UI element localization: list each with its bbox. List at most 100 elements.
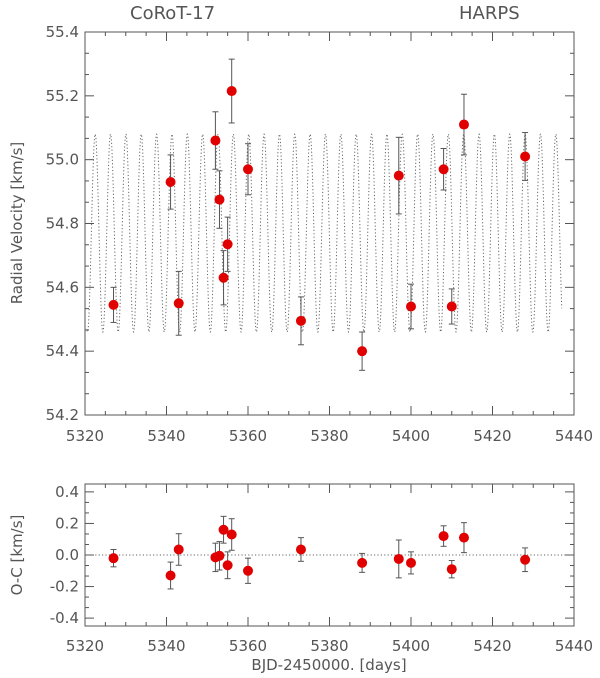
y-tick-label: 0.0 (55, 546, 79, 564)
rv-panel: CoRoT-17 HARPS 5320 5340 5360 5380 5400 5420 5… (8, 3, 593, 445)
residual-marker (214, 550, 225, 561)
rv-data-point (243, 143, 253, 196)
rv-data-point (214, 170, 225, 229)
y-tick-label: 0.4 (55, 483, 79, 501)
residual-data-point (214, 541, 225, 571)
rv-plot-frame (84, 31, 575, 416)
rv-data-point (446, 288, 457, 325)
y-tick-label: 54.4 (46, 342, 79, 360)
rv-data-point (165, 154, 176, 210)
residual-marker (458, 532, 469, 543)
rv-data-point (173, 270, 184, 336)
y-tick-label: 55.4 (46, 23, 79, 41)
instrument-label: HARPS (459, 3, 520, 24)
x-tick-label: 5440 (555, 427, 593, 445)
x-tick-label: 5420 (473, 637, 511, 655)
residual-data-point (222, 551, 233, 580)
rv-marker (458, 119, 469, 130)
rv-marker (165, 177, 176, 188)
residual-data-point (458, 522, 469, 554)
rv-marker (226, 86, 237, 97)
residuals-panel: 5320 5340 5360 5380 5400 5420 5440 -0.4 -0.2 0.0 0… (8, 483, 593, 674)
residual-data-point (165, 561, 176, 590)
residual-marker (520, 554, 531, 565)
rv-data-point (520, 132, 531, 181)
y-tick-label: 55.2 (46, 87, 79, 105)
rv-axis-ticks: 5320 5340 5360 5380 5400 5420 5440 54.2 54.4 54.6… (46, 23, 594, 445)
residual-marker (243, 565, 253, 576)
rv-data-point (108, 286, 119, 323)
rv-marker (393, 170, 404, 181)
residual-marker (357, 557, 368, 568)
rv-data-point (406, 283, 416, 330)
rv-marker (108, 299, 119, 310)
rv-data-point (438, 147, 449, 191)
residual-marker (218, 524, 229, 535)
rv-marker (295, 315, 306, 326)
x-tick-label: 5440 (555, 637, 593, 655)
rv-marker (173, 298, 184, 309)
rv-data-point (295, 296, 306, 346)
target-name-label: CoRoT-17 (130, 3, 215, 24)
residual-data-point (438, 525, 449, 547)
residual-marker (222, 560, 233, 571)
residual-axis-ticks: 5320 5340 5360 5380 5400 5420 5440 -0.4 -0.2 0.0 0… (50, 483, 593, 655)
x-tick-label: 5400 (392, 427, 430, 445)
residual-marker (165, 570, 176, 581)
y-tick-label: 54.2 (46, 406, 79, 424)
y-tick-label: -0.4 (50, 609, 79, 627)
residual-marker (446, 564, 457, 575)
rv-data-point (222, 216, 233, 272)
rv-marker (218, 272, 229, 283)
x-tick-label: 5420 (473, 427, 511, 445)
residual-marker (438, 531, 449, 542)
y-tick-label: 0.2 (55, 514, 79, 532)
y-tick-label: 54.8 (46, 215, 79, 233)
residual-data-points (108, 515, 531, 590)
x-tick-label: 5360 (229, 427, 267, 445)
rv-data-point (357, 331, 368, 371)
x-tick-label: 5400 (392, 637, 430, 655)
rv-marker (357, 346, 368, 357)
rv-y-axis-title: Radial Velocity [km/s] (8, 142, 26, 305)
rv-marker (210, 135, 221, 146)
y-tick-label: 54.6 (46, 278, 79, 296)
rv-marker (446, 301, 457, 312)
rv-marker (243, 164, 253, 175)
residual-data-point (243, 557, 253, 584)
rv-data-points (108, 58, 531, 371)
residual-marker (393, 553, 404, 564)
residual-data-point (520, 547, 531, 573)
rv-data-point (226, 58, 237, 124)
residual-marker (108, 553, 119, 564)
orbit-model-curve (86, 133, 563, 333)
residual-marker (406, 557, 416, 568)
y-tick-label: -0.2 (50, 578, 79, 596)
rv-data-point (210, 111, 221, 170)
residual-plot-frame (84, 483, 575, 627)
residual-data-point (218, 515, 229, 544)
x-tick-label: 5320 (66, 427, 104, 445)
rv-marker (406, 301, 416, 312)
x-tick-label: 5340 (147, 637, 185, 655)
x-tick-label: 5340 (147, 427, 185, 445)
residual-data-point (108, 548, 119, 568)
x-axis-title: BJD-2450000. [days] (251, 656, 406, 674)
residual-data-point (226, 518, 237, 551)
rv-marker (214, 194, 225, 205)
rv-marker (222, 239, 233, 250)
y-tick-label: 55.0 (46, 151, 79, 169)
residual-marker (226, 529, 237, 540)
residual-marker (173, 544, 184, 555)
x-tick-label: 5320 (66, 637, 104, 655)
residual-data-point (357, 552, 368, 573)
x-tick-label: 5360 (229, 637, 267, 655)
residual-marker (295, 544, 306, 555)
rv-marker (438, 164, 449, 175)
residual-data-point (173, 533, 184, 566)
x-tick-label: 5380 (310, 637, 348, 655)
residual-data-point (393, 539, 404, 579)
residual-data-point (406, 551, 416, 575)
rv-marker (520, 151, 531, 162)
